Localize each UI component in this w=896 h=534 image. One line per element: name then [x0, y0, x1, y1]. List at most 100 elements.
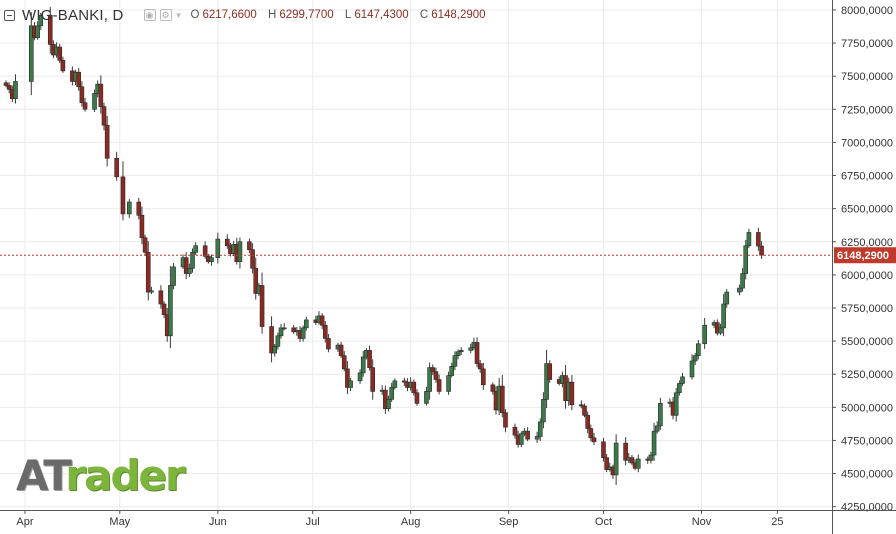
collapse-legend-icon[interactable]: [4, 9, 15, 21]
candle-up: [38, 14, 44, 27]
candle-up: [702, 324, 707, 345]
candle-down: [585, 414, 590, 429]
candle-up: [658, 403, 663, 427]
candle-up: [541, 399, 546, 423]
candle-up: [13, 81, 18, 99]
x-tick-label: Apr: [16, 516, 33, 528]
candle-up: [651, 430, 657, 456]
y-tick-label: 6750,0000: [841, 171, 893, 183]
y-tick-label: 4500,0000: [841, 469, 893, 481]
candle-down: [436, 379, 442, 392]
candle-down: [269, 326, 274, 354]
candle-up: [689, 360, 695, 378]
candle-up: [209, 257, 214, 262]
candle-up: [718, 327, 723, 334]
candle-up: [427, 367, 432, 392]
high-label: H: [268, 9, 277, 21]
candle-up: [300, 327, 306, 339]
candle-down: [756, 232, 761, 247]
high-value: 6299,7700: [279, 9, 334, 21]
candle-down: [136, 201, 142, 216]
candle-down: [411, 381, 417, 394]
candle-down: [6, 85, 12, 90]
candle-down: [629, 457, 635, 464]
close-label: C: [419, 9, 429, 21]
candle-down: [370, 367, 376, 392]
candle-down: [345, 368, 350, 388]
candle-down: [291, 327, 296, 333]
candle-up: [737, 287, 742, 293]
candle-up: [272, 346, 278, 354]
candle-up: [28, 25, 34, 82]
candle-down: [158, 290, 164, 305]
candle-down: [120, 176, 126, 215]
candle-down: [139, 214, 145, 239]
candle-up: [455, 351, 461, 356]
candle-down: [79, 86, 85, 103]
y-tick-label: 6250,0000: [841, 237, 893, 249]
candle-up: [389, 387, 394, 400]
candle-down: [477, 363, 483, 370]
candle-down: [474, 342, 480, 364]
candle-down: [253, 267, 259, 294]
candle-down: [57, 46, 63, 61]
chart-header: WIG-BANKI, D ◉ ⚙ ▼ O 6217,6600 H 6299,7700…: [4, 6, 494, 24]
candle-up: [35, 25, 40, 39]
candle-down: [3, 82, 9, 86]
candle-up: [692, 355, 698, 362]
last-price-label: 6148,2900: [837, 250, 889, 262]
candle-up: [281, 327, 287, 330]
candle-down: [142, 237, 148, 253]
candle-up: [168, 285, 173, 337]
chevron-down-icon[interactable]: ▼: [174, 10, 183, 20]
candle-down: [601, 441, 606, 458]
candle-down: [104, 124, 110, 159]
x-tick-label: May: [109, 516, 130, 528]
candle-down: [503, 412, 508, 428]
candle-up: [357, 372, 363, 382]
x-tick-label: Jul: [306, 516, 320, 528]
candle-up: [190, 252, 195, 269]
last-price-line: 6148,2900: [0, 247, 896, 264]
candle-up: [171, 266, 176, 286]
candle-up: [673, 392, 679, 416]
candle-down: [500, 385, 505, 413]
candle-up: [126, 201, 132, 215]
candle-down: [490, 384, 496, 392]
candle-down: [604, 457, 609, 470]
candle-up: [724, 291, 730, 305]
symbol-title: WIG-BANKI, D: [22, 6, 124, 24]
attrader-logo: ATrader: [16, 451, 186, 500]
candle-down: [322, 324, 328, 339]
candle-up: [743, 245, 749, 274]
candle-down: [759, 245, 764, 256]
candle-down: [525, 430, 530, 440]
candle-up: [424, 391, 429, 404]
candle-down: [259, 285, 265, 327]
candle-up: [304, 319, 309, 329]
candle-up: [518, 433, 524, 445]
candle-down: [430, 367, 436, 372]
candle-up: [635, 458, 641, 469]
open-label: O: [190, 9, 200, 21]
candle-down: [591, 437, 597, 443]
x-tick-label: Oct: [595, 516, 612, 528]
candle-up: [677, 383, 682, 394]
candle-up: [360, 356, 366, 374]
candle-up: [193, 245, 198, 253]
candles: [3, 7, 764, 485]
y-tick-label: 5500,0000: [841, 336, 893, 348]
candle-down: [547, 363, 553, 380]
candle-down: [250, 249, 255, 269]
settings-gear-icon[interactable]: ⚙: [159, 9, 172, 21]
candle-up: [446, 375, 451, 392]
eye-icon[interactable]: ◉: [143, 9, 156, 21]
candle-down: [433, 371, 439, 380]
candle-up: [458, 350, 464, 353]
candle-down: [367, 350, 372, 368]
candle-down: [247, 241, 252, 251]
candle-down: [98, 83, 104, 107]
candle-down: [161, 303, 167, 315]
